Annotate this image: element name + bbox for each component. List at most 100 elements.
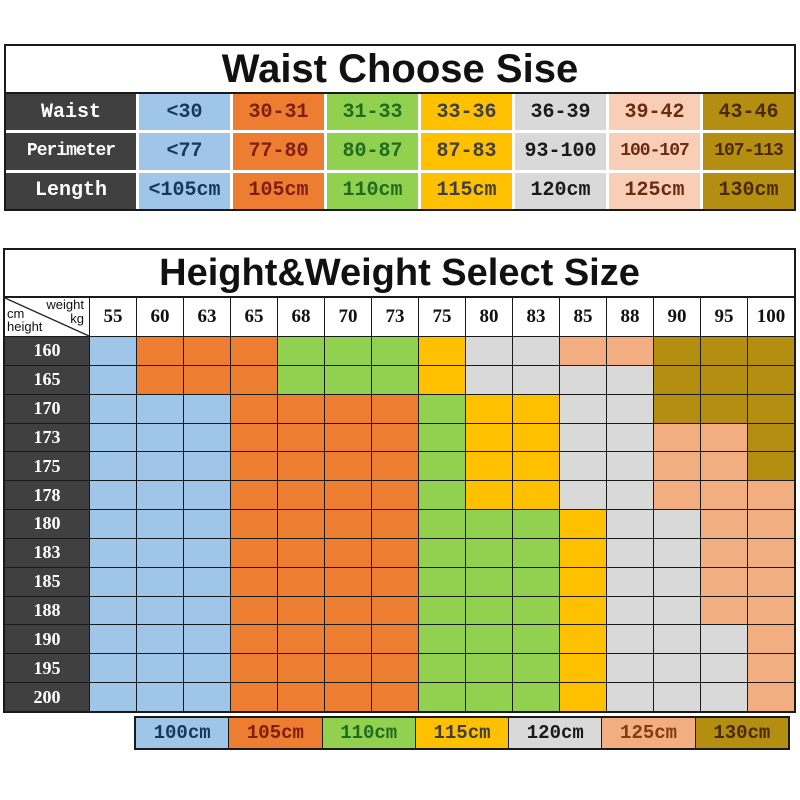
size-matrix-cell — [607, 452, 653, 481]
size-matrix-cell — [325, 538, 371, 567]
size-matrix-cell — [560, 567, 606, 596]
size-matrix-cell — [654, 596, 700, 625]
size-matrix-cell — [90, 394, 136, 423]
size-matrix-cell — [419, 538, 465, 567]
size-matrix-cell — [560, 423, 606, 452]
size-matrix-cell — [560, 625, 606, 654]
height-row-header: 165 — [5, 365, 89, 394]
size-matrix-cell — [325, 337, 371, 365]
size-matrix-cell — [419, 510, 465, 538]
legend-size-cell: 100cm — [136, 718, 229, 748]
size-matrix-cell — [654, 394, 700, 423]
size-matrix-cell — [137, 510, 183, 538]
size-matrix-cell — [90, 654, 136, 683]
size-matrix-cell — [278, 337, 324, 365]
size-matrix-cell — [325, 481, 371, 510]
size-matrix-cell — [325, 625, 371, 654]
size-matrix-cell — [654, 423, 700, 452]
size-matrix-cell — [372, 394, 418, 423]
size-matrix-cell — [701, 394, 747, 423]
size-matrix-cell — [607, 337, 653, 365]
weight-column-header: 88 — [607, 298, 653, 336]
size-matrix-cell — [184, 337, 230, 365]
size-matrix-cell — [419, 625, 465, 654]
size-matrix-cell — [654, 337, 700, 365]
weight-column-header: 95 — [701, 298, 747, 336]
size-matrix-cell — [325, 567, 371, 596]
size-matrix-cell — [513, 596, 559, 625]
size-matrix-cell — [137, 538, 183, 567]
size-matrix-cell — [372, 365, 418, 394]
size-matrix-cell — [325, 394, 371, 423]
size-matrix-cell — [231, 510, 277, 538]
waist-value-cell: 100-107 — [609, 133, 700, 170]
size-matrix-cell — [748, 394, 794, 423]
size-matrix-cell — [701, 625, 747, 654]
size-matrix-cell — [466, 481, 512, 510]
weight-column-header: 70 — [325, 298, 371, 336]
weight-column-header: 83 — [513, 298, 559, 336]
size-matrix-cell — [607, 654, 653, 683]
size-matrix-cell — [560, 394, 606, 423]
size-matrix-cell — [325, 365, 371, 394]
size-matrix-cell — [278, 452, 324, 481]
weight-column-header: 60 — [137, 298, 183, 336]
corner-cm-label: cm — [7, 306, 25, 321]
size-matrix-cell — [372, 452, 418, 481]
waist-value-cell: 80-87 — [327, 133, 418, 170]
size-matrix-cell — [137, 452, 183, 481]
size-matrix-cell — [137, 625, 183, 654]
size-matrix-cell — [278, 683, 324, 711]
height-row-header: 178 — [5, 481, 89, 510]
size-matrix-cell — [278, 625, 324, 654]
size-matrix-cell — [607, 394, 653, 423]
corner-kg-label: kg — [70, 311, 84, 326]
size-matrix-cell — [748, 538, 794, 567]
size-matrix-cell — [748, 452, 794, 481]
height-weight-grid: weight kg cm height 55 60 63 65 68 70 73 75 80 83 85 88… — [5, 298, 794, 711]
size-matrix-cell — [372, 538, 418, 567]
waist-value-cell: 33-36 — [421, 94, 512, 131]
waist-value-cell: 36-39 — [515, 94, 606, 131]
waist-table-grid: Waist <30 30-31 31-33 33-36 36-39 39-42 43-46 Pe… — [6, 94, 794, 209]
weight-column-header: 63 — [184, 298, 230, 336]
size-matrix-cell — [466, 567, 512, 596]
legend-size-cell: 125cm — [602, 718, 695, 748]
diagonal-divider — [5, 298, 89, 336]
legend-size-cell: 105cm — [229, 718, 322, 748]
size-matrix-cell — [466, 596, 512, 625]
size-matrix-cell — [513, 337, 559, 365]
size-matrix-cell — [654, 654, 700, 683]
size-matrix-cell — [513, 394, 559, 423]
size-matrix-cell — [90, 423, 136, 452]
size-matrix-cell — [184, 567, 230, 596]
size-matrix-cell — [748, 683, 794, 711]
size-matrix-cell — [184, 510, 230, 538]
weight-column-header: 65 — [231, 298, 277, 336]
size-matrix-cell — [90, 567, 136, 596]
size-matrix-cell — [466, 625, 512, 654]
size-matrix-cell — [607, 365, 653, 394]
size-matrix-cell — [90, 365, 136, 394]
size-matrix-cell — [654, 510, 700, 538]
size-matrix-cell — [560, 452, 606, 481]
height-row-header: 200 — [5, 683, 89, 711]
size-matrix-cell — [372, 423, 418, 452]
size-matrix-cell — [372, 481, 418, 510]
size-matrix-cell — [137, 654, 183, 683]
size-matrix-cell — [748, 481, 794, 510]
waist-value-cell: 130cm — [703, 172, 794, 209]
weight-column-header: 80 — [466, 298, 512, 336]
size-matrix-cell — [137, 596, 183, 625]
size-matrix-cell — [184, 365, 230, 394]
size-matrix-cell — [372, 683, 418, 711]
size-matrix-cell — [278, 596, 324, 625]
size-matrix-cell — [278, 394, 324, 423]
waist-table-title: Waist Choose Sise — [6, 46, 794, 94]
weight-column-header: 85 — [560, 298, 606, 336]
size-matrix-cell — [701, 337, 747, 365]
size-matrix-cell — [560, 365, 606, 394]
height-weight-table-title: Height&Weight Select Size — [5, 250, 794, 298]
size-matrix-cell — [748, 654, 794, 683]
waist-value-cell: 105cm — [233, 172, 324, 209]
